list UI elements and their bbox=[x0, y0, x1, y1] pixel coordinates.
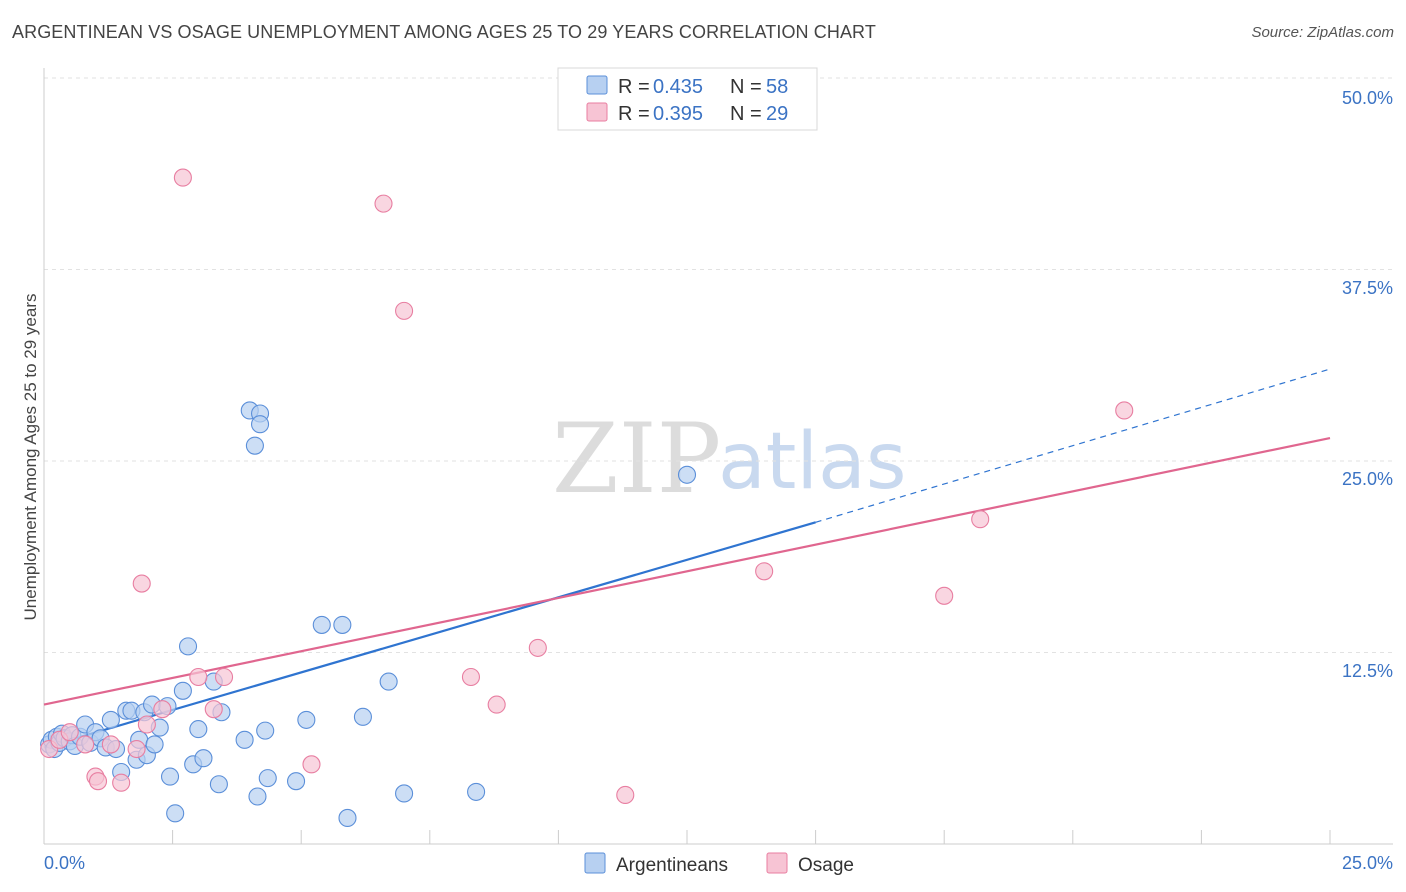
point-osage bbox=[616, 785, 635, 805]
point-osage bbox=[487, 695, 506, 714]
point-osage bbox=[88, 772, 108, 791]
point-osage bbox=[76, 735, 95, 754]
point-osage bbox=[755, 562, 774, 581]
bottom-legend-label-osage: Osage bbox=[798, 855, 854, 876]
bottom-legend-label-argentineans: Argentineans bbox=[616, 855, 728, 876]
point-osage bbox=[153, 700, 172, 719]
point-osage bbox=[173, 168, 192, 187]
y-tick-label-50: 50.0% bbox=[1342, 88, 1393, 108]
point-osage bbox=[127, 739, 146, 759]
point-argentineans bbox=[189, 720, 208, 739]
point-osage bbox=[214, 667, 234, 687]
point-osage bbox=[528, 638, 547, 657]
point-argentineans bbox=[395, 784, 414, 803]
point-argentineans bbox=[173, 681, 192, 700]
point-osage bbox=[1115, 401, 1134, 420]
trend-extension-argentineans bbox=[815, 368, 1331, 523]
point-osage bbox=[204, 700, 223, 719]
legend-r-label-0: R = bbox=[618, 76, 650, 98]
trend-line-osage bbox=[43, 436, 1331, 706]
y-axis-title: Unemployment Among Ages 25 to 29 years bbox=[21, 294, 40, 621]
point-argentineans bbox=[467, 782, 486, 801]
point-argentineans bbox=[145, 735, 164, 754]
legend-swatch-argentineans bbox=[586, 75, 608, 95]
legend-n-label-0: N = bbox=[730, 76, 762, 98]
point-osage bbox=[395, 301, 414, 320]
bottom-legend-swatch-osage bbox=[766, 852, 788, 874]
point-argentineans bbox=[248, 787, 267, 806]
source-label: Source: ZipAtlas.com bbox=[1251, 24, 1394, 41]
point-osage bbox=[461, 667, 481, 687]
point-argentineans bbox=[235, 730, 254, 749]
legend-n-value-0: 58 bbox=[766, 76, 788, 98]
point-osage bbox=[101, 735, 120, 754]
y-tick-label-25: 25.0% bbox=[1342, 469, 1393, 489]
point-osage bbox=[189, 667, 208, 687]
watermark-atlas: atlas bbox=[718, 417, 907, 507]
legend-swatch-osage bbox=[586, 102, 608, 122]
point-argentineans bbox=[194, 749, 213, 768]
point-argentineans bbox=[250, 415, 270, 434]
point-osage bbox=[374, 194, 393, 213]
point-osage bbox=[137, 715, 156, 734]
point-argentineans bbox=[297, 710, 316, 729]
point-argentineans bbox=[312, 615, 331, 634]
point-argentineans bbox=[256, 721, 275, 740]
watermark-zip: ZIP bbox=[552, 403, 721, 515]
x-tick-label-max: 25.0% bbox=[1342, 853, 1393, 873]
point-argentineans bbox=[245, 436, 264, 455]
point-argentineans bbox=[287, 772, 306, 791]
x-tick-label-min: 0.0% bbox=[44, 853, 85, 873]
legend-n-value-1: 29 bbox=[766, 103, 788, 125]
point-argentineans bbox=[258, 769, 277, 788]
gridlines bbox=[44, 77, 1393, 653]
point-argentineans bbox=[166, 804, 185, 823]
legend-r-value-0: 0.435 bbox=[653, 76, 703, 98]
point-argentineans bbox=[160, 767, 180, 786]
y-tick-label-12-5: 12.5% bbox=[1342, 661, 1393, 681]
legend-r-label-1: R = bbox=[618, 103, 650, 125]
legend-r-value-1: 0.395 bbox=[653, 103, 703, 125]
point-osage bbox=[60, 723, 79, 742]
chart-title: ARGENTINEAN VS OSAGE UNEMPLOYMENT AMONG … bbox=[12, 22, 876, 42]
point-argentineans bbox=[353, 707, 372, 726]
point-argentineans bbox=[338, 808, 357, 828]
point-argentineans bbox=[209, 775, 228, 794]
point-argentineans bbox=[101, 710, 120, 729]
point-osage bbox=[935, 586, 954, 605]
legend: R = 0.435 N = 58 R = 0.395 N = 29 bbox=[557, 67, 818, 131]
bottom-legend: Argentineans Osage bbox=[584, 852, 854, 876]
legend-n-label-1: N = bbox=[730, 103, 762, 125]
point-osage bbox=[132, 574, 151, 593]
point-osage bbox=[971, 510, 990, 529]
axes bbox=[43, 68, 1393, 845]
point-argentineans bbox=[677, 465, 697, 484]
data-points bbox=[40, 168, 1134, 828]
point-argentineans bbox=[178, 637, 198, 656]
point-argentineans bbox=[333, 615, 352, 634]
bottom-legend-swatch-argentineans bbox=[584, 852, 606, 874]
point-argentineans bbox=[379, 672, 398, 691]
watermark: ZIP atlas bbox=[552, 403, 907, 515]
point-osage bbox=[112, 773, 131, 792]
y-tick-label-37-5: 37.5% bbox=[1342, 278, 1393, 298]
point-osage bbox=[302, 755, 321, 774]
